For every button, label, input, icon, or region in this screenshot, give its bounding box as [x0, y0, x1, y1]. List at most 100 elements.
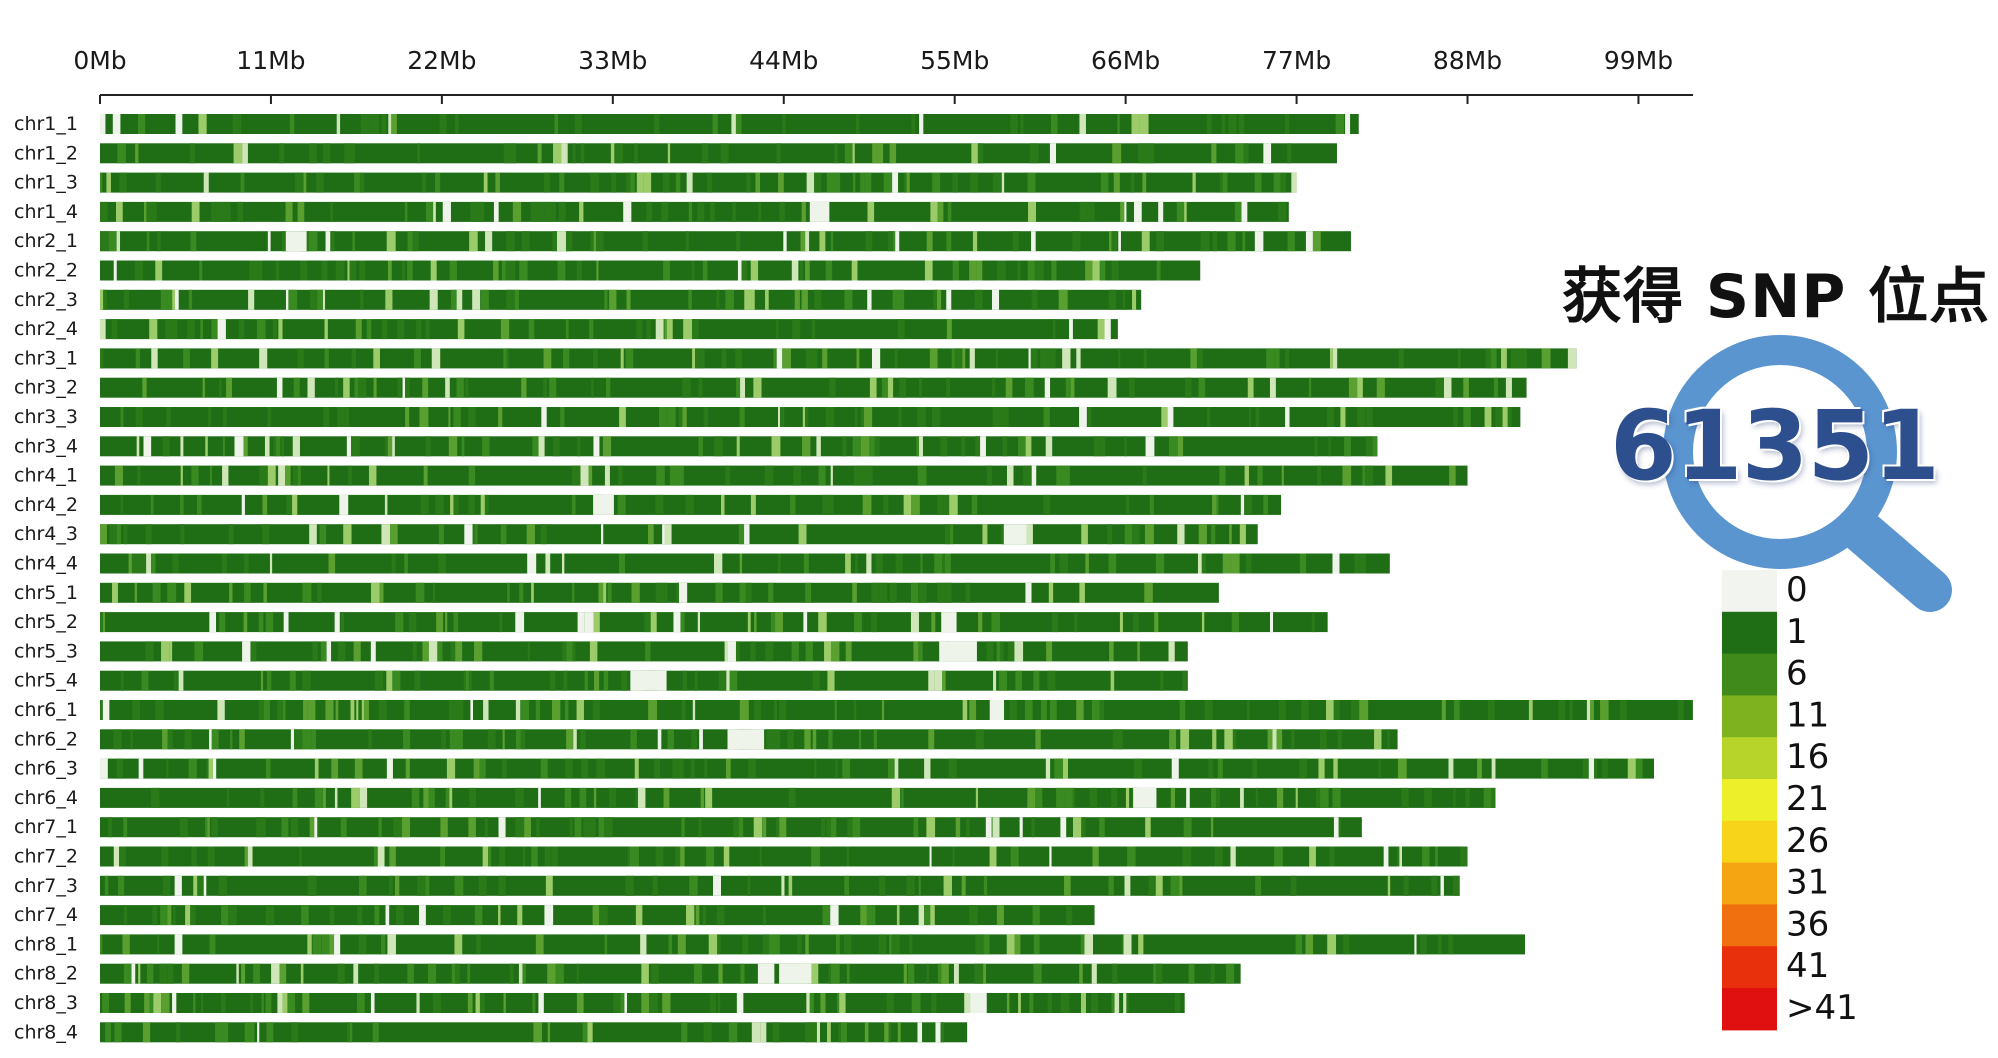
- density-stripe: [782, 114, 786, 134]
- density-stripe: [370, 582, 380, 603]
- density-stripe: [1600, 700, 1609, 720]
- density-stripe: [827, 670, 835, 691]
- density-stripe: [232, 114, 240, 134]
- density-stripe: [1401, 787, 1409, 808]
- density-stripe: [209, 612, 216, 633]
- density-stripe: [701, 143, 709, 164]
- x-tick-label: 55Mb: [920, 46, 989, 75]
- density-stripe: [1348, 377, 1358, 398]
- density-stripe: [553, 143, 562, 164]
- density-stripe: [894, 758, 899, 779]
- density-stripe: [607, 582, 612, 603]
- density-stripe: [1089, 787, 1097, 808]
- density-stripe: [219, 612, 226, 633]
- density-stripe: [918, 641, 923, 662]
- density-stripe: [1541, 348, 1551, 369]
- magnifier-ring: [1663, 335, 1897, 569]
- density-stripe: [535, 700, 540, 720]
- density-stripe: [248, 289, 255, 310]
- density-stripe: [297, 201, 305, 222]
- density-stripe: [886, 993, 894, 1013]
- density-stripe: [744, 289, 752, 310]
- density-stripe: [903, 172, 907, 193]
- density-stripe: [798, 524, 807, 545]
- density-stripe: [691, 729, 697, 750]
- density-stripe: [742, 934, 749, 955]
- density-stripe: [716, 289, 720, 310]
- density-stripe: [183, 348, 190, 369]
- density-stripe: [596, 231, 604, 252]
- density-stripe: [1179, 875, 1183, 896]
- legend-swatch: [1722, 779, 1777, 822]
- density-stripe: [285, 289, 289, 310]
- density-stripe: [1109, 641, 1114, 662]
- density-stripe: [352, 231, 355, 252]
- density-stripe: [319, 524, 327, 545]
- density-stripe: [593, 612, 600, 633]
- density-stripe: [116, 524, 121, 545]
- density-stripe: [593, 348, 598, 369]
- density-stripe: [1351, 700, 1360, 720]
- density-stripe: [211, 729, 219, 750]
- density-stripe: [1006, 465, 1014, 486]
- density-stripe: [1123, 993, 1127, 1013]
- density-stripe: [747, 875, 751, 896]
- density-stripe: [512, 289, 515, 310]
- density-stripe: [157, 934, 160, 955]
- density-stripe: [1295, 787, 1298, 808]
- density-stripe: [562, 348, 570, 369]
- density-stripe: [418, 905, 426, 926]
- density-stripe: [750, 494, 756, 515]
- density-stripe: [242, 641, 251, 662]
- density-stripe: [1156, 231, 1165, 252]
- density-stripe: [384, 494, 388, 515]
- density-stripe: [1201, 612, 1205, 633]
- density-stripe: [146, 201, 154, 222]
- density-stripe: [142, 1022, 151, 1043]
- density-stripe: [605, 377, 611, 398]
- density-stripe: [144, 993, 150, 1013]
- density-stripe: [1329, 348, 1333, 369]
- density-stripe: [1049, 700, 1057, 720]
- density-stripe: [866, 905, 873, 926]
- density-stripe: [1340, 407, 1346, 427]
- density-stripe: [781, 875, 785, 896]
- density-stripe: [438, 553, 446, 574]
- density-stripe: [323, 787, 326, 808]
- density-stripe: [604, 817, 613, 838]
- density-stripe: [515, 700, 521, 720]
- density-gap: [939, 641, 977, 662]
- density-stripe: [404, 553, 408, 574]
- density-stripe: [1257, 465, 1263, 486]
- density-stripe: [339, 494, 349, 515]
- density-stripe: [776, 143, 781, 164]
- density-stripe: [1518, 348, 1528, 369]
- density-stripe: [206, 758, 209, 779]
- density-stripe: [264, 436, 270, 457]
- density-stripe: [445, 612, 448, 633]
- density-stripe: [138, 553, 147, 574]
- density-stripe: [689, 875, 698, 896]
- density-stripe: [673, 612, 681, 633]
- density-stripe: [292, 787, 298, 808]
- density-stripe: [281, 436, 285, 457]
- density-stripe: [373, 846, 378, 867]
- density-stripe: [634, 758, 639, 779]
- density-stripe: [120, 407, 124, 427]
- density-stripe: [134, 260, 144, 281]
- density-stripe: [100, 289, 104, 310]
- density-stripe: [1255, 407, 1260, 427]
- density-stripe: [794, 289, 800, 310]
- density-stripe: [221, 553, 227, 574]
- chromosome-bar: [100, 641, 1188, 662]
- density-stripe: [655, 319, 664, 340]
- density-stripe: [697, 201, 705, 222]
- density-stripe: [895, 553, 903, 574]
- density-stripe: [1594, 758, 1598, 779]
- density-stripe: [983, 875, 988, 896]
- density-stripe: [100, 934, 103, 955]
- density-stripe: [695, 905, 700, 926]
- density-stripe: [217, 319, 226, 340]
- density-stripe: [370, 993, 375, 1013]
- density-stripe: [468, 407, 476, 427]
